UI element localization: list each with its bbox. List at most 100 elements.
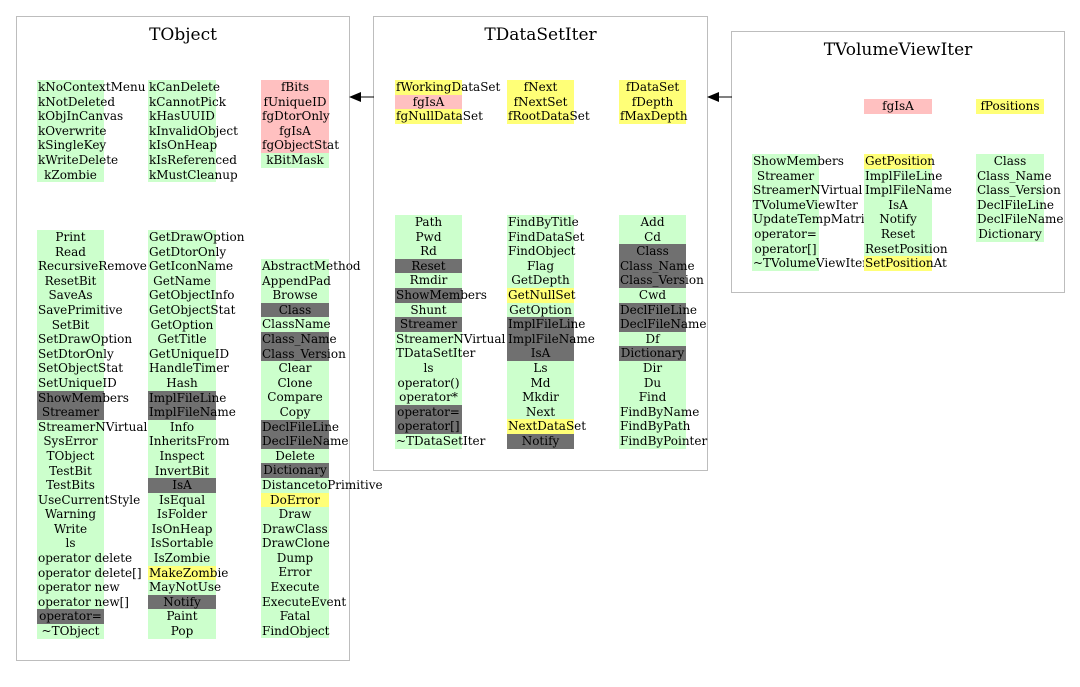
- member-label: DeclFileLine: [262, 419, 340, 434]
- member-cell: kCanDelete: [148, 80, 220, 95]
- member-cell: ShowMembers: [37, 390, 129, 406]
- member-cell: ~TVolumeViewIter: [752, 256, 868, 271]
- member-cell: Error: [261, 565, 329, 581]
- member-label: fgIsA: [412, 94, 445, 109]
- member-cell: fgIsA: [864, 99, 932, 114]
- member-label: fNextSet: [513, 94, 568, 109]
- member-column: Add Cd Class Class_Name Class_Version Cwd Decl…: [619, 215, 707, 449]
- member-cell: SaveAs: [37, 288, 104, 303]
- member-label: GetIconName: [149, 259, 234, 274]
- member-label: Copy: [279, 404, 311, 419]
- member-cell: Warning: [37, 507, 104, 522]
- member-cell: FindByPath: [619, 419, 690, 434]
- member-cell: Reset: [395, 258, 462, 274]
- member-cell: kInvalidObject: [148, 123, 238, 139]
- member-label: kBitMask: [266, 152, 324, 167]
- member-column: fgIsA: [864, 99, 932, 114]
- member-label: Class_Name: [977, 168, 1052, 183]
- member-label: InvertBit: [154, 463, 210, 478]
- member-cell: ~TObject: [37, 624, 104, 639]
- member-cell: Class: [619, 244, 686, 259]
- member-cell: operator delete: [37, 551, 132, 566]
- member-label: Notify: [879, 212, 917, 227]
- member-label: SetObjectStat: [38, 361, 124, 376]
- member-label: Add: [640, 215, 665, 229]
- member-cell: operator new: [37, 580, 120, 595]
- member-label: Flag: [527, 258, 554, 273]
- member-cell: FindDataSet: [507, 229, 584, 245]
- member-label: GetOption: [150, 317, 214, 332]
- member-label: StreamerNVirtual: [753, 183, 863, 198]
- member-label: IsOnHeap: [151, 521, 213, 536]
- member-cell: AppendPad: [261, 273, 331, 289]
- member-label: GetDepth: [511, 273, 570, 288]
- member-label: Streamer: [756, 168, 815, 183]
- member-cell: DeclFileLine: [261, 419, 339, 435]
- inheritance-arrow: [349, 92, 374, 102]
- member-label: StreamerNVirtual: [38, 419, 148, 434]
- member-label: MayNotUse: [149, 580, 222, 595]
- member-label: IsSortable: [150, 536, 214, 551]
- member-cell: SetDtorOnly: [37, 346, 114, 362]
- member-label: fMaxDepth: [620, 109, 688, 124]
- member-cell: Class_Name: [976, 168, 1052, 184]
- member-column: fNext fNextSet fRootDataSet: [507, 80, 590, 124]
- member-label: fgIsA: [882, 99, 914, 113]
- member-cell: Dictionary: [261, 463, 329, 478]
- member-cell: Delete: [261, 448, 329, 464]
- member-cell: kWriteDelete: [37, 152, 118, 168]
- member-cell: fPositions: [976, 99, 1044, 114]
- member-cell: Copy: [261, 404, 329, 420]
- member-column: fBits fUniqueID fgDtorOnly fgIsA fgObjectSta…: [261, 80, 339, 168]
- member-cell: Browse: [261, 288, 329, 303]
- member-cell: operator(): [395, 375, 462, 391]
- member-label: Dictionary: [263, 463, 327, 478]
- member-label: ls: [65, 536, 76, 551]
- member-label: FindByName: [620, 404, 700, 419]
- member-cell: SetPositionAt: [864, 256, 947, 271]
- member-cell: Flag: [507, 258, 574, 274]
- member-label: ImplFileName: [865, 183, 952, 198]
- member-cell: Notify: [864, 212, 932, 227]
- member-cell: kBitMask: [261, 152, 329, 168]
- member-label: UpdateTempMatrix: [753, 212, 872, 227]
- member-cell: Notify: [507, 433, 574, 449]
- member-cell: InheritsFrom: [148, 434, 230, 449]
- member-label: ls: [423, 360, 434, 375]
- member-label: kIsReferenced: [149, 152, 237, 167]
- member-cell: GetDrawOption: [148, 230, 244, 245]
- member-cell: kObjInCanvas: [37, 109, 123, 124]
- member-cell: Shunt: [395, 302, 462, 318]
- member-label: Class_Version: [977, 183, 1061, 198]
- member-cell: GetIconName: [148, 259, 233, 274]
- member-cell: Fatal: [261, 609, 329, 624]
- member-label: operator delete[]: [38, 565, 142, 580]
- member-cell: UseCurrentStyle: [37, 492, 140, 508]
- inheritance-arrow: [707, 92, 732, 102]
- member-label: Mkdir: [522, 390, 559, 405]
- member-cell: kIsReferenced: [148, 152, 237, 168]
- member-cell: Inspect: [148, 448, 216, 464]
- member-column: GetPosition ImplFileLine ImplFileName IsA No…: [864, 154, 952, 271]
- member-label: Class: [278, 302, 312, 317]
- member-label: GetUniqueID: [149, 346, 230, 361]
- member-cell: fDepth: [619, 94, 686, 110]
- member-cell: Class_Version: [976, 183, 1061, 198]
- member-cell: Du: [619, 375, 686, 391]
- member-label: GetOption: [509, 302, 572, 317]
- member-label: fgObjectStat: [262, 138, 340, 153]
- member-label: operator[]: [754, 241, 817, 256]
- member-label: ImplFileName: [149, 405, 236, 420]
- member-cell: Compare: [261, 390, 329, 405]
- member-label: ResetBit: [44, 273, 97, 288]
- member-label: SetUniqueID: [38, 375, 117, 390]
- member-cell: Write: [37, 521, 104, 537]
- member-label: GetTitle: [157, 332, 207, 347]
- member-label: Inspect: [159, 448, 205, 463]
- member-label: FindByPath: [620, 419, 691, 434]
- member-label: MakeZombie: [149, 565, 229, 580]
- member-label: DeclFileName: [620, 317, 707, 332]
- member-cell: Dictionary: [619, 346, 686, 361]
- member-label: Read: [55, 244, 86, 259]
- member-label: Du: [643, 375, 662, 390]
